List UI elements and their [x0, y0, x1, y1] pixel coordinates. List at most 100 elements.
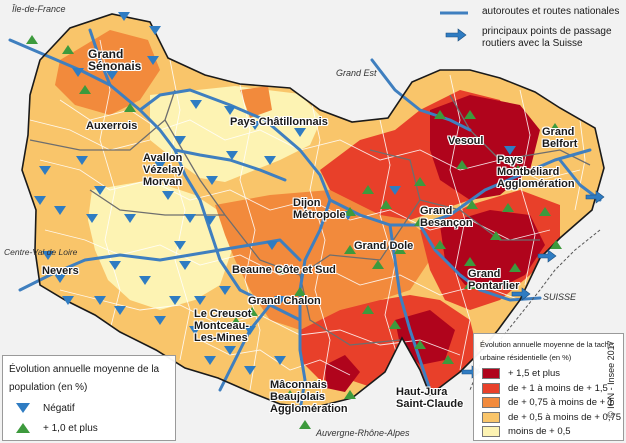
- triangle-down-icon: [42, 251, 54, 260]
- triangle-up-icon: [414, 340, 426, 349]
- label-centre-val-de-loire: Centre-Val de Loire: [4, 247, 78, 257]
- crossing-arrow-legend-icon: [445, 28, 467, 42]
- legend-positive: + 1,0 et plus: [15, 422, 98, 434]
- triangle-up-icon: [464, 280, 476, 289]
- label-grand-senonais: Grand Sénonais: [88, 48, 188, 72]
- label-line: Pontarlier: [468, 280, 520, 292]
- label-le-creusot: Le Creusot Montceau- Les-Mines: [194, 308, 304, 344]
- legend-urban-growth: Évolution annuelle moyenne de la tache u…: [473, 333, 624, 441]
- road-network[interactable]: [8, 28, 602, 412]
- legend-roads-label: autoroutes et routes nationales: [482, 6, 620, 17]
- label-line: Avallon: [143, 152, 183, 164]
- triangle-down-icon: [169, 296, 181, 305]
- label-grand-besancon: Grand Besançon: [420, 205, 520, 229]
- triangle-down-icon: [219, 286, 231, 295]
- crossing-arrow-icon[interactable]: [585, 190, 605, 204]
- label-line: Nevers: [42, 265, 79, 277]
- label-line: Morvan: [143, 176, 183, 188]
- triangle-down-icon: [274, 296, 286, 305]
- triangle-up-icon: [549, 123, 561, 132]
- crossing-arrow-icon[interactable]: [511, 287, 531, 301]
- credit: © IGN - Insee 2017: [606, 290, 620, 420]
- label-grand-est: Grand Est: [336, 68, 377, 78]
- label-auxerrois: Auxerrois: [86, 120, 186, 132]
- triangle-up-icon: [394, 245, 406, 254]
- triangle-up-icon: [299, 420, 311, 429]
- triangle-up-icon: [62, 45, 74, 54]
- legend-urban-class-5: moins de + 0,5: [482, 426, 571, 437]
- label-line: Mâconnais: [270, 379, 327, 391]
- legend-urban-class-label: de + 0,5 à moins de + 0,75: [508, 411, 622, 423]
- triangle-up-icon: [414, 217, 426, 226]
- legend-swatch: [482, 426, 500, 437]
- legend-urban-class-2: de + 1 à moins de + 1,5: [482, 382, 608, 394]
- legend-urban-class-1: + 1,5 et plus: [482, 368, 560, 379]
- triangle-down-icon: [174, 241, 186, 250]
- population-symbols: [26, 12, 562, 429]
- triangle-down-icon: [266, 241, 278, 250]
- triangle-down-icon: [118, 12, 130, 21]
- triangle-up-icon: [464, 110, 476, 119]
- triangle-up-icon: [464, 257, 476, 266]
- label-line: Beaujolais: [270, 391, 326, 403]
- triangle-down-icon: [194, 296, 206, 305]
- label-maconnais: Mâconnais Beaujolais Agglomération: [270, 379, 390, 415]
- triangle-up-icon: [16, 423, 30, 433]
- label-line: Montceau-: [194, 320, 249, 332]
- triangle-down-icon: [149, 26, 161, 35]
- triangle-down-icon: [224, 106, 236, 115]
- legend-population-title: Évolution annuelle moyenne de la populat…: [9, 364, 160, 393]
- road-line-icon: [440, 11, 468, 15]
- label-line: Grand Dole: [354, 240, 414, 252]
- label-line: Saint-Claude: [396, 398, 464, 410]
- label-auvergne-rhone-alpes: Auvergne-Rhône-Alpes: [315, 428, 410, 438]
- label-beaune: Beaune Côte et Sud: [232, 264, 372, 276]
- triangle-up-icon: [344, 245, 356, 254]
- label-nevers: Nevers: [42, 265, 122, 277]
- legend-crossing: principaux points de passage routiers av…: [482, 26, 626, 50]
- triangle-down-icon: [106, 71, 118, 80]
- label-grand-belfort: Grand Belfort: [542, 126, 622, 150]
- label-line: Le Creusot: [194, 308, 252, 320]
- crossing-arrow-icon[interactable]: [537, 249, 557, 263]
- triangle-down-icon: [54, 274, 66, 283]
- triangle-down-icon: [76, 156, 88, 165]
- label-line: Grand: [542, 126, 575, 138]
- label-line: Pays: [497, 154, 523, 166]
- triangle-down-icon: [154, 316, 166, 325]
- legend-negative-label: Négatif: [43, 402, 75, 414]
- label-line: Grand: [468, 268, 501, 280]
- triangle-down-icon: [244, 326, 256, 335]
- triangle-up-icon: [550, 240, 562, 249]
- label-line: Grand Chalon: [248, 295, 321, 307]
- triangle-up-icon: [389, 320, 401, 329]
- legend-crossing-label: principaux points de passage routiers av…: [482, 26, 612, 49]
- triangle-down-icon: [184, 214, 196, 223]
- triangle-down-icon: [294, 128, 306, 137]
- triangle-down-icon: [179, 261, 191, 270]
- triangle-down-icon: [504, 146, 516, 155]
- label-line: Grand: [88, 47, 124, 61]
- label-line: Haut-Jura: [396, 386, 448, 398]
- triangle-up-icon: [284, 390, 296, 399]
- triangle-down-icon: [39, 166, 51, 175]
- label-line: Pays Châtillonnais: [230, 116, 328, 128]
- label-ile-de-france-text: Île-de-France: [12, 4, 66, 14]
- legend-population: Évolution annuelle moyenne de la populat…: [2, 355, 176, 441]
- triangle-down-icon: [264, 156, 276, 165]
- legend-urban-title: Évolution annuelle moyenne de la tache u…: [480, 340, 614, 362]
- triangle-down-icon: [72, 68, 84, 77]
- triangle-up-icon: [26, 35, 38, 44]
- triangle-up-icon: [490, 231, 502, 240]
- triangle-up-icon: [294, 287, 306, 296]
- triangle-down-icon: [249, 121, 261, 130]
- triangle-down-icon: [162, 191, 174, 200]
- triangle-up-icon: [309, 380, 321, 389]
- label-line: Métropole: [293, 209, 346, 221]
- triangle-down-icon: [174, 136, 186, 145]
- legend-urban-class-4: de + 0,5 à moins de + 0,75: [482, 411, 622, 423]
- triangle-up-icon: [434, 110, 446, 119]
- legend-urban-class-label: moins de + 0,5: [508, 426, 571, 437]
